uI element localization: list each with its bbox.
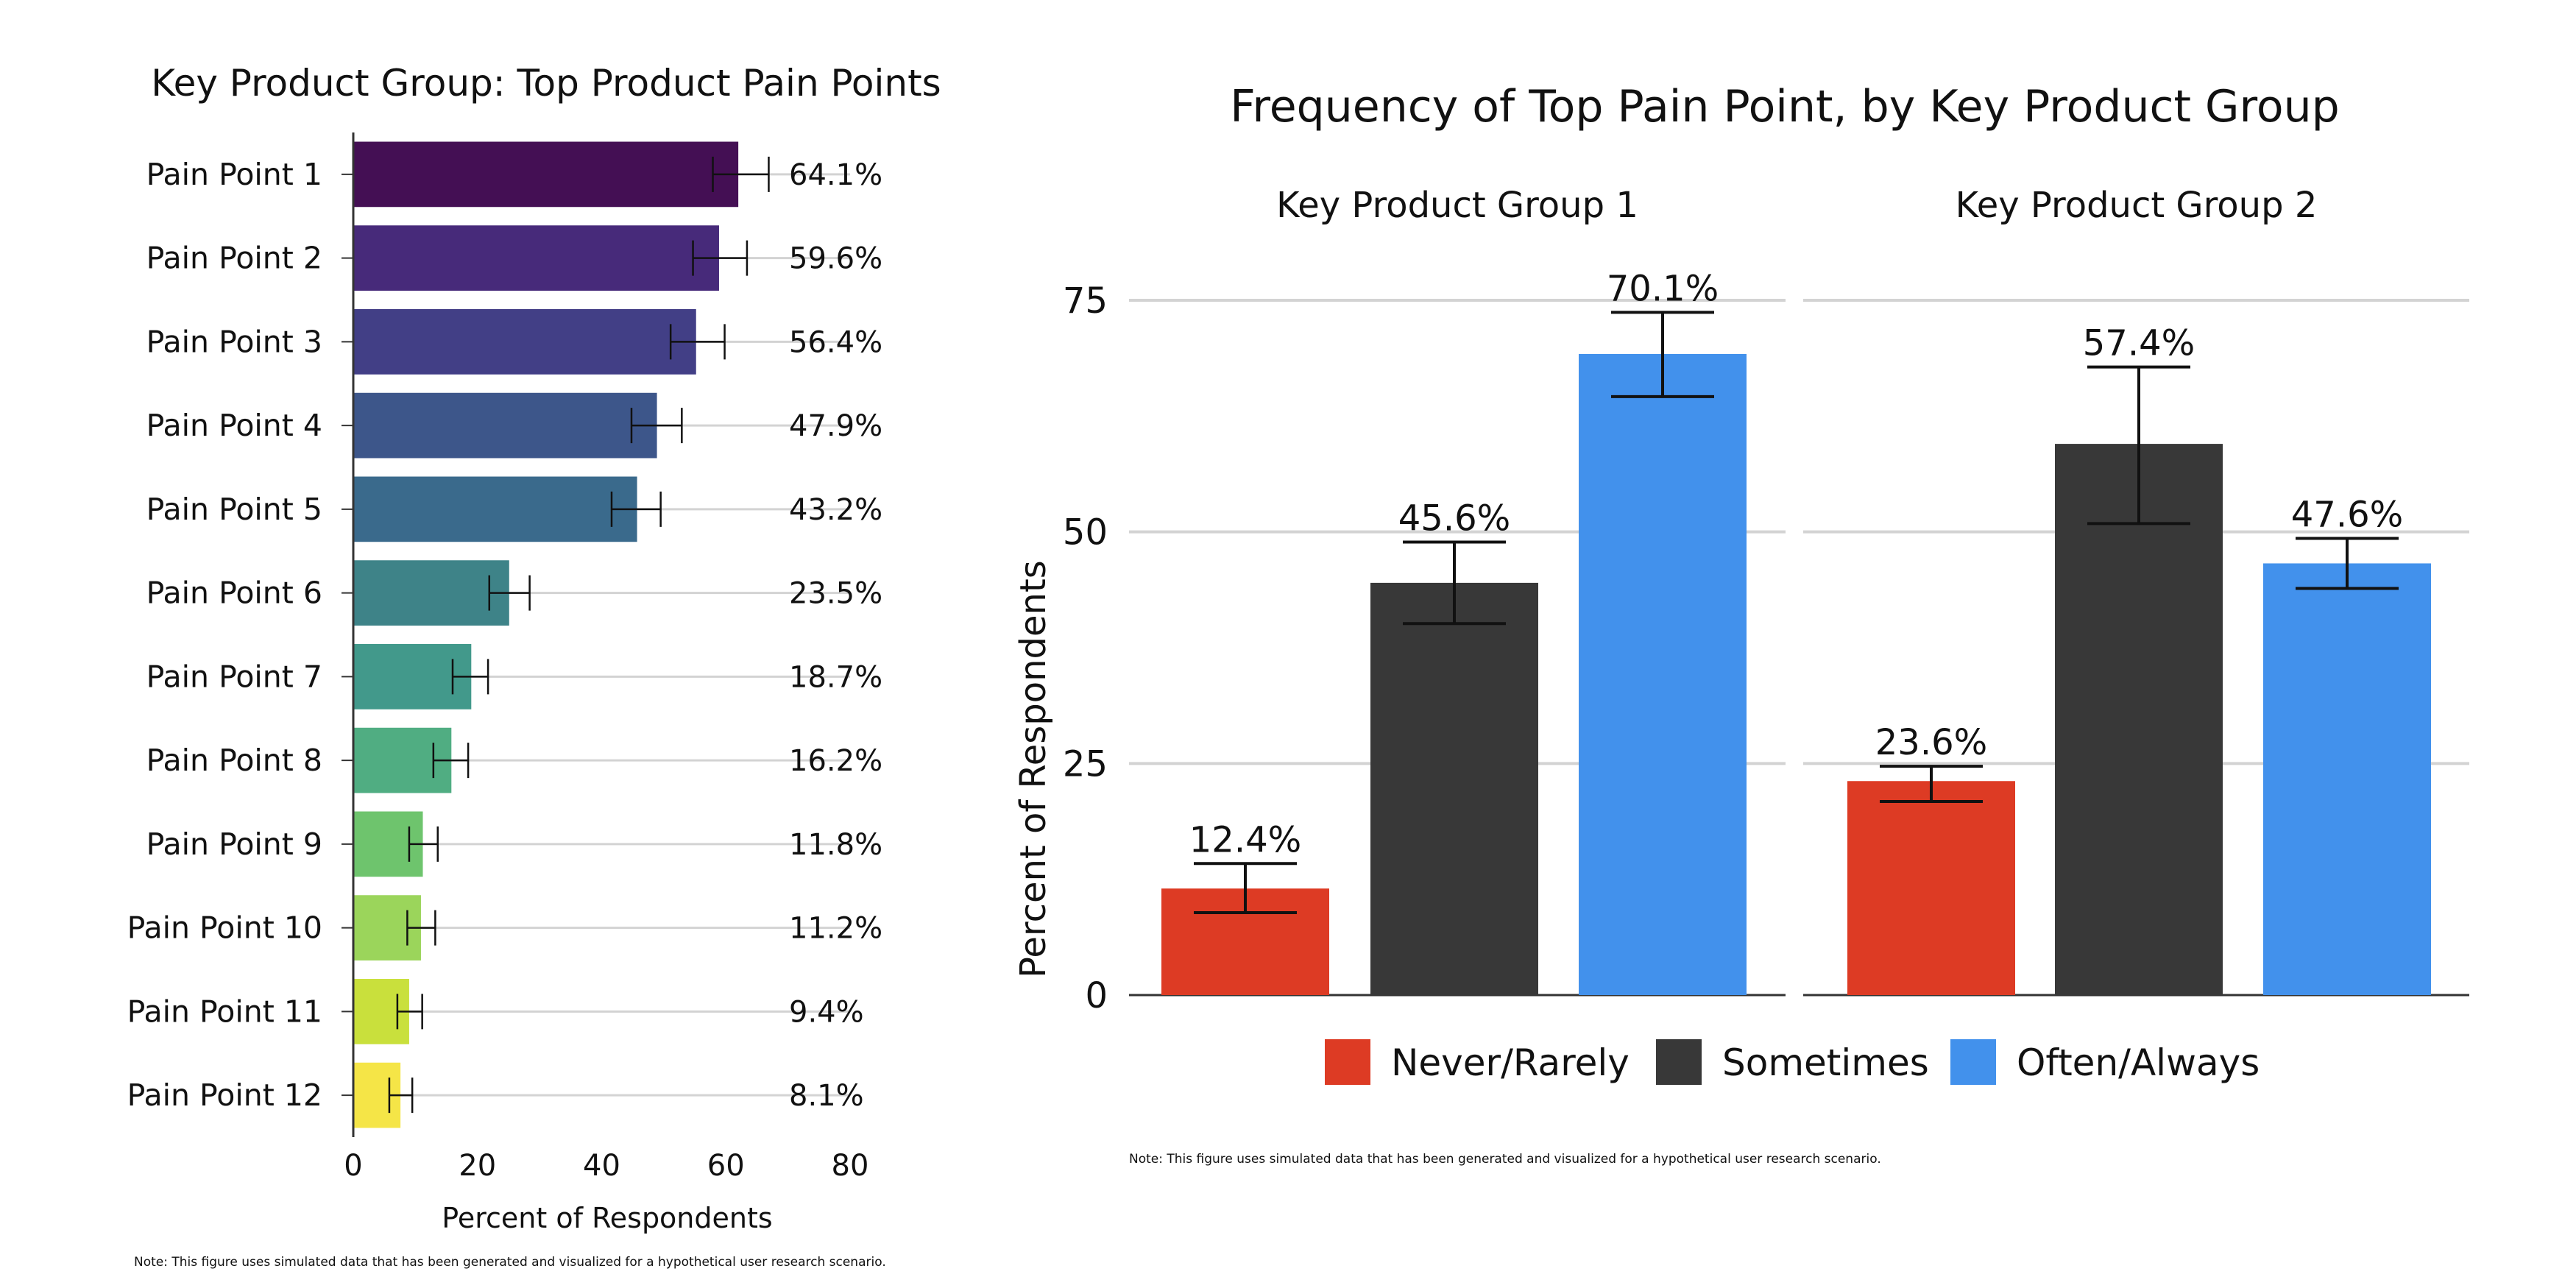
left-y-axis: Pain Point 1 Pain Point 2 Pain Point 3 Pain… — [127, 132, 355, 1137]
left-bars — [353, 141, 739, 1128]
y-tick-label: 50 — [1063, 512, 1108, 553]
right-value-labels: 12.4% 45.6% 70.1% 23.6% 57.4% 47.6% — [1189, 268, 2403, 860]
right-y-axis-label: Percent of Respondents — [1013, 560, 1054, 978]
category-label: Pain Point 1 — [146, 157, 322, 192]
value-label: 56.4% — [789, 325, 882, 359]
x-tick-label: 80 — [832, 1149, 869, 1183]
value-label: 9.4% — [789, 995, 864, 1029]
bar — [2055, 444, 2223, 995]
value-label: 47.9% — [789, 409, 882, 443]
value-label: 47.6% — [2291, 494, 2403, 535]
x-tick-label: 40 — [583, 1149, 620, 1183]
bar — [353, 644, 472, 710]
left-error-bars — [388, 156, 770, 1114]
category-label: Pain Point 5 — [146, 492, 322, 527]
category-label: Pain Point 4 — [146, 408, 322, 443]
category-label: Pain Point 8 — [146, 743, 322, 778]
right-bars — [1161, 354, 2431, 995]
value-label: 57.4% — [2083, 323, 2195, 364]
bar — [1579, 354, 1747, 995]
category-label: Pain Point 12 — [127, 1078, 322, 1113]
bar — [353, 392, 657, 459]
right-chart-title: Frequency of Top Pain Point, by Key Prod… — [1230, 81, 2339, 132]
legend-label: Often/Always — [2017, 1041, 2260, 1084]
x-tick-label: 60 — [707, 1149, 745, 1183]
legend-swatch — [1656, 1039, 1702, 1085]
bar — [353, 309, 696, 375]
category-label: Pain Point 9 — [146, 827, 322, 862]
bar — [353, 476, 637, 542]
category-label: Pain Point 7 — [146, 659, 322, 694]
left-chart: Key Product Group: Top Product Pain Poin… — [127, 62, 941, 1270]
value-label: 23.6% — [1875, 722, 1987, 763]
right-note: Note: This figure uses simulated data th… — [1129, 1152, 1881, 1167]
right-error-bars — [1194, 311, 2399, 914]
left-value-labels: 64.1% 59.6% 56.4% 47.9% 43.2% 23.5% 18.7% 16.2%… — [789, 158, 882, 1113]
left-note: Note: This figure uses simulated data th… — [134, 1255, 886, 1270]
value-label: 11.8% — [789, 828, 882, 862]
value-label: 45.6% — [1398, 498, 1510, 539]
bar — [2263, 563, 2431, 995]
category-label: Pain Point 2 — [146, 241, 322, 276]
value-label: 12.4% — [1189, 819, 1301, 860]
left-x-axis-label: Percent of Respondents — [442, 1202, 772, 1234]
left-x-ticks: 0 20 40 60 80 — [344, 1149, 868, 1183]
value-label: 70.1% — [1607, 268, 1719, 309]
value-label: 8.1% — [789, 1079, 864, 1113]
category-label: Pain Point 10 — [127, 910, 322, 946]
value-label: 16.2% — [789, 744, 882, 778]
y-tick-label: 75 — [1063, 280, 1108, 322]
value-label: 11.2% — [789, 912, 882, 946]
right-chart: Frequency of Top Pain Point, by Key Prod… — [1013, 81, 2469, 1167]
y-tick-label: 0 — [1085, 975, 1108, 1016]
category-label: Pain Point 6 — [146, 576, 322, 611]
right-y-ticks: 0 25 50 75 — [1063, 280, 1108, 1016]
right-facet-titles: Key Product Group 1 Key Product Group 2 — [1276, 185, 2317, 226]
left-chart-title: Key Product Group: Top Product Pain Poin… — [151, 62, 941, 105]
legend-swatch — [1950, 1039, 1996, 1085]
x-tick-label: 20 — [459, 1149, 496, 1183]
facet-title: Key Product Group 1 — [1276, 185, 1638, 226]
x-tick-label: 0 — [344, 1149, 362, 1183]
facet-title: Key Product Group 2 — [1956, 185, 2318, 226]
category-label: Pain Point 11 — [127, 994, 322, 1029]
bar — [353, 560, 509, 626]
legend-label: Sometimes — [1722, 1041, 1929, 1084]
bar — [353, 141, 739, 208]
bar — [353, 225, 719, 291]
value-label: 59.6% — [789, 242, 882, 276]
category-label: Pain Point 3 — [146, 324, 322, 359]
bar — [1847, 781, 2015, 995]
legend-label: Never/Rarely — [1391, 1041, 1630, 1084]
value-label: 18.7% — [789, 660, 882, 694]
y-tick-label: 25 — [1063, 743, 1108, 785]
bar — [1370, 582, 1538, 995]
right-legend: Never/Rarely Sometimes Often/Always — [1325, 1039, 2260, 1085]
value-label: 43.2% — [789, 493, 882, 527]
value-label: 23.5% — [789, 577, 882, 611]
value-label: 64.1% — [789, 158, 882, 192]
legend-swatch — [1325, 1039, 1370, 1085]
